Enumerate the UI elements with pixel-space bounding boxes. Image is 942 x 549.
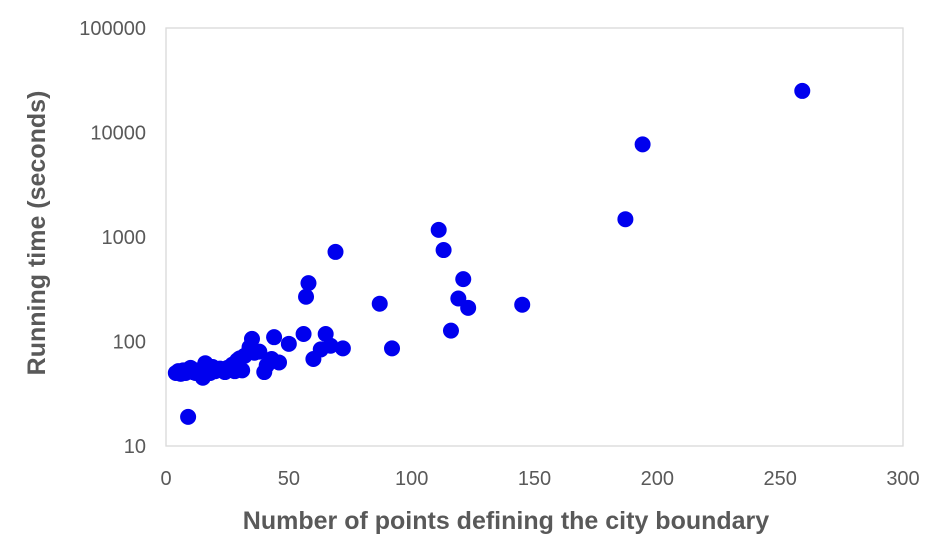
- data-point: [634, 136, 651, 153]
- data-point: [271, 354, 288, 371]
- data-point: [371, 295, 388, 312]
- y-tick-label: 10: [124, 436, 146, 458]
- data-points: [167, 82, 811, 425]
- x-tick-label: 200: [641, 468, 674, 490]
- x-tick-label: 50: [278, 468, 300, 490]
- y-tick-label: 100000: [79, 18, 146, 40]
- y-axis-ticks: 10 100 1000 10000 100000: [79, 18, 146, 458]
- data-point: [334, 340, 351, 357]
- data-point: [435, 242, 452, 259]
- data-point: [460, 299, 477, 316]
- data-point: [514, 296, 531, 313]
- x-axis-ticks: 0 50 100 150 200 250 300: [160, 468, 919, 490]
- data-point: [266, 329, 283, 346]
- x-tick-label: 150: [518, 468, 551, 490]
- data-point: [298, 288, 315, 305]
- data-point: [234, 362, 251, 379]
- y-tick-label: 100: [113, 332, 146, 354]
- x-tick-label: 0: [160, 468, 171, 490]
- data-point: [180, 408, 197, 425]
- plot-area: [165, 27, 904, 447]
- y-axis-title: Running time (seconds): [23, 91, 51, 376]
- data-point: [322, 337, 339, 354]
- x-tick-label: 250: [763, 468, 796, 490]
- x-axis-title: Number of points defining the city bound…: [243, 507, 769, 535]
- data-point: [327, 243, 344, 260]
- data-point: [430, 221, 447, 238]
- data-point: [455, 271, 472, 288]
- x-tick-label: 100: [395, 468, 428, 490]
- data-point: [794, 82, 811, 99]
- y-tick-label: 10000: [90, 123, 146, 145]
- data-point: [280, 335, 297, 352]
- data-point: [295, 325, 312, 342]
- data-point: [300, 275, 317, 292]
- data-point: [243, 330, 260, 347]
- x-tick-label: 300: [886, 468, 919, 490]
- y-tick-label: 1000: [102, 227, 147, 249]
- data-point: [251, 343, 268, 360]
- data-point: [442, 322, 459, 339]
- data-point: [384, 340, 401, 357]
- data-point: [617, 211, 634, 228]
